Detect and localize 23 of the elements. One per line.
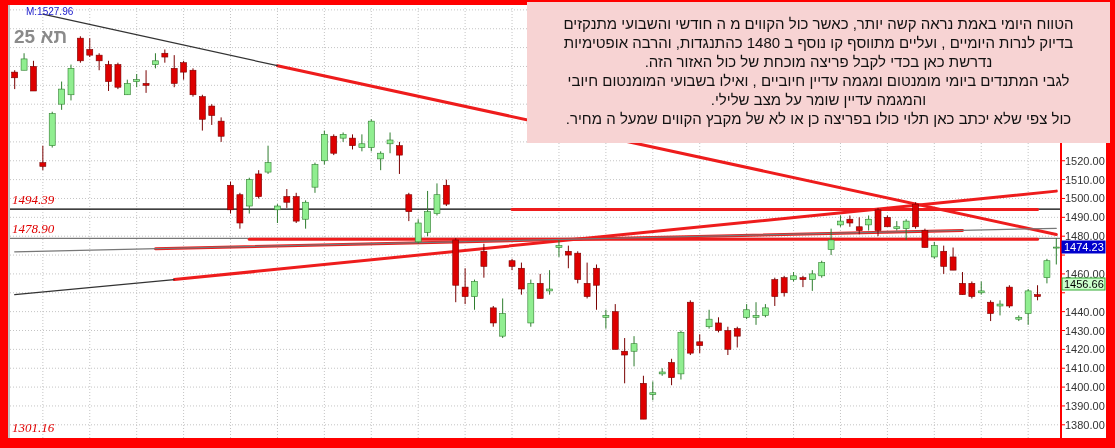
y-tick-label: 1390.00 [1065,399,1105,412]
y-tick-label: 1430.00 [1065,324,1105,337]
y-tick-label: 1520.00 [1065,154,1105,167]
annotation: הטווח היומי באמת נראה קשה יותר, כאשר כול הקווים מ ה חודשי והשבועי מתנקזים בדיוק לנרות היומיים , ועליים מתווסף קו נוסף ב 1480 כהתנגדות, והרבה אופטימיות נדרשת כאן בכדי לקבל פריצה מוכחת של כול האזור הזה. [562,14,1075,71]
annotation: כול צפי שלא יכתב כאן תלוי כולו בפריצה כן או לא של מקבץ הקווים שמעל ה מחיר. [564,109,1073,128]
y-tick-label: 1500.00 [1065,192,1105,205]
annotation: 1301.16 [12,420,55,436]
text: 1456.66 [1064,278,1104,290]
y-tick-label: 1410.00 [1065,362,1105,375]
y-tick-label: 1490.00 [1065,211,1105,224]
text: 1474.23 [1064,241,1104,253]
text: תא 25 [14,26,68,48]
annotation: M:1527.96 [26,6,74,17]
ref-line-label: 1478.90 [12,221,55,237]
y-tick-label: 1380.00 [1065,418,1105,431]
annotation: לגבי המתנדים ביומי מומנטום ומגמה עדיין חיוביים , ואילו בשבועי המומנטום חיובי והמגמה עדיין שומר על מצב שלילי. [566,71,1071,109]
y-tick-label: 1480.00 [1065,230,1105,243]
ref-line-label: 1494.39 [12,192,55,208]
y-tick-label: 1460.00 [1065,267,1105,280]
y-tick-label: 1420.00 [1065,343,1105,356]
y-tick-label: 1440.00 [1065,305,1105,318]
y-tick-label: 1400.00 [1065,381,1105,394]
y-tick-label: 1510.00 [1065,173,1105,186]
